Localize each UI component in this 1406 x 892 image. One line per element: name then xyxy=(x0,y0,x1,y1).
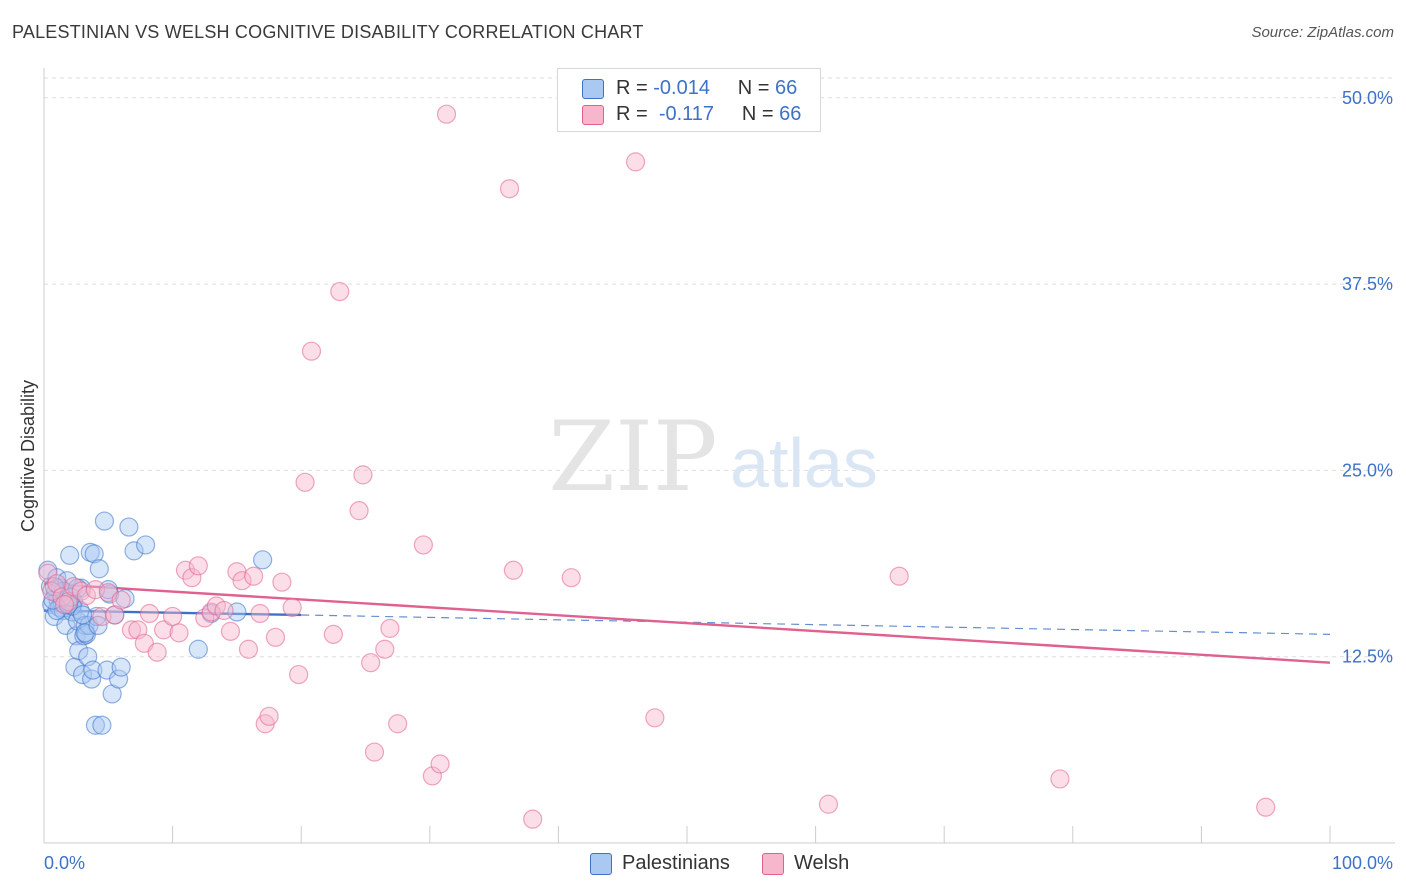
y-tick-label: 12.5% xyxy=(1342,647,1393,667)
welsh-point xyxy=(220,621,241,641)
welsh-point xyxy=(645,708,665,728)
palestinian-point xyxy=(92,715,112,735)
welsh-trend-line xyxy=(43,582,1331,664)
legend-text: R = -0.117 N = 66 xyxy=(616,103,801,126)
n-value: 66 xyxy=(775,77,798,99)
legend-label: Palestinians xyxy=(622,852,730,874)
trend-layer xyxy=(43,582,1331,664)
welsh-point xyxy=(1256,797,1276,817)
r-label: R = xyxy=(616,77,648,99)
welsh-point xyxy=(259,706,279,726)
welsh-point xyxy=(301,341,322,361)
welsh-point xyxy=(523,809,543,829)
welsh-point xyxy=(436,104,457,124)
welsh-point xyxy=(175,560,196,580)
palestinian-point xyxy=(111,657,131,677)
legend-swatch-blue xyxy=(582,79,604,99)
welsh-point xyxy=(323,624,343,644)
welsh-point xyxy=(111,590,131,610)
welsh-point xyxy=(499,179,520,199)
palestinian-point xyxy=(72,605,93,625)
palestinian-point xyxy=(72,664,93,685)
y-tick-label: 37.5% xyxy=(1342,274,1393,294)
palestinian-point xyxy=(83,660,103,680)
welsh-point xyxy=(282,597,302,618)
n-label: N = xyxy=(741,103,774,125)
palestinian-point xyxy=(188,639,208,659)
welsh-point xyxy=(54,594,75,615)
welsh-point xyxy=(188,556,208,576)
welsh-point xyxy=(430,754,450,774)
welsh-point xyxy=(353,465,373,485)
palestinian-point xyxy=(89,559,109,579)
welsh-point xyxy=(265,627,286,647)
points-layer xyxy=(38,104,1276,829)
palestinian-point xyxy=(135,535,156,555)
welsh-point xyxy=(380,618,400,638)
palestinian-trend-extension xyxy=(301,614,1331,635)
r-value: -0.014 xyxy=(653,77,710,99)
correlation-legend: R = -0.014 N = 66 R = -0.117 N = 66 xyxy=(557,68,821,132)
y-axis-label: Cognitive Disability xyxy=(18,380,38,532)
n-label: N = xyxy=(737,77,770,99)
welsh-point xyxy=(121,620,142,640)
welsh-point xyxy=(413,535,433,555)
welsh-point xyxy=(422,766,442,786)
welsh-point xyxy=(1050,769,1070,789)
welsh-point xyxy=(561,568,581,588)
legend-swatch-pink xyxy=(762,853,784,875)
palestinian-point xyxy=(119,517,139,537)
welsh-point xyxy=(250,603,270,624)
y-tick-label: 25.0% xyxy=(1342,460,1393,480)
n-value: 66 xyxy=(779,103,802,125)
welsh-point xyxy=(238,639,259,659)
x-tick-label-min: 0.0% xyxy=(44,853,85,873)
welsh-point xyxy=(388,714,408,734)
welsh-point xyxy=(349,501,369,521)
welsh-point xyxy=(272,572,292,592)
welsh-point xyxy=(169,623,189,643)
welsh-point xyxy=(147,642,167,662)
legend-label: Welsh xyxy=(794,852,850,874)
palestinian-point xyxy=(84,544,104,564)
r-label: R = xyxy=(616,103,648,125)
welsh-point xyxy=(889,566,909,586)
welsh-point xyxy=(214,600,234,621)
welsh-point xyxy=(330,281,350,302)
welsh-point xyxy=(295,472,315,492)
palestinian-point xyxy=(85,715,106,735)
r-value: -0.117 xyxy=(658,103,715,125)
chart-title: PALESTINIAN VS WELSH COGNITIVE DISABILIT… xyxy=(12,22,644,42)
palestinian-point xyxy=(60,545,80,565)
watermark: ZIP atlas xyxy=(548,401,878,513)
welsh-point xyxy=(375,639,395,659)
welsh-point xyxy=(182,568,202,588)
y-tick-label: 50.0% xyxy=(1342,88,1393,108)
welsh-point xyxy=(289,664,309,685)
welsh-point xyxy=(364,742,385,762)
palestinian-point xyxy=(124,541,144,561)
welsh-point xyxy=(818,794,839,814)
palestinian-point xyxy=(253,550,273,570)
axes-layer: 12.5% 25.0% 37.5% 50.0% xyxy=(43,68,1395,844)
welsh-point xyxy=(163,606,183,627)
source-label: Source: ZipAtlas.com xyxy=(1251,24,1394,41)
palestinian-point xyxy=(108,669,129,689)
watermark-zip: ZIP xyxy=(548,401,717,513)
palestinian-point xyxy=(94,511,115,531)
welsh-point xyxy=(232,571,252,591)
watermark-atlas: atlas xyxy=(730,424,878,502)
welsh-point xyxy=(139,603,160,624)
welsh-point xyxy=(244,566,264,586)
legend-text: R = -0.014 N = 66 xyxy=(616,77,797,100)
palestinian-trend-line xyxy=(43,609,302,617)
welsh-point xyxy=(361,653,381,673)
legend-swatch-blue xyxy=(590,853,612,875)
legend-swatch-pink xyxy=(582,105,604,125)
welsh-point xyxy=(503,560,523,580)
x-tick-label-max: 100.0% xyxy=(1332,853,1393,873)
welsh-point xyxy=(153,620,174,640)
welsh-point xyxy=(625,152,646,172)
